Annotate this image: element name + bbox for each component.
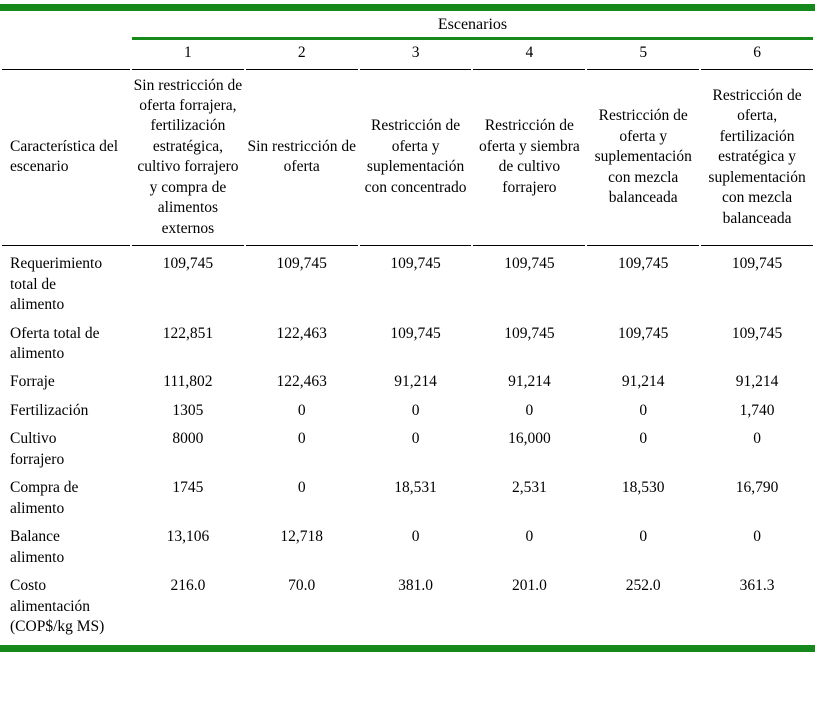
value-cell: 111,802 [163,373,213,391]
value-cell: 252.0 [625,577,661,595]
value-cell: 91,214 [508,373,551,391]
value-cell: 1305 [172,401,204,419]
value-cell: 109,745 [504,324,555,342]
scenario-number-4: 4 [473,40,586,70]
row-label: Balance alimento [10,528,65,566]
row-label: Compra de alimento [10,479,79,517]
value-cell: 0 [411,430,420,448]
table-row-requerimiento: Requerimiento total de alimento 109,745 … [2,246,813,315]
scenario-number-5: 5 [587,40,700,70]
value-cell: 0 [753,430,761,448]
value-cell: 16,790 [735,479,779,497]
value-cell: 109,745 [276,255,327,273]
value-cell: 122,463 [276,373,327,391]
value-cell: 381.0 [398,577,433,595]
table-row-compra: Compra de alimento 1745 0 18,531 2,531 1… [2,470,813,519]
scenario-description-5: Restricción de oferta y suplementación c… [587,70,700,247]
row-header-label: Característica del escenario [2,70,130,247]
value-cell: 109,745 [731,255,783,273]
value-cell: 122,463 [276,324,327,342]
value-cell: 16,000 [508,430,551,448]
table-row-oferta: Oferta total de alimento 122,851 122,463… [2,316,813,365]
value-cell: 109,745 [618,255,669,273]
value-cell: 216.0 [170,577,206,595]
value-cell: 0 [753,528,761,546]
value-cell: 0 [411,528,420,546]
row-label: Cultivo forrajero [10,430,65,468]
scenario-description-2: Sin restricción de oferta [245,70,358,247]
value-cell: 361.3 [739,577,775,595]
value-cell: 8000 [172,430,204,448]
row-label: Forraje [10,373,55,391]
value-cell: 109,745 [390,324,441,342]
row-label: Costo alimentación (COP$/kg MS) [10,577,105,635]
value-cell: 0 [525,401,534,419]
row-label: Fertilización [10,401,89,419]
value-cell: 18,531 [394,479,437,497]
value-cell: 18,530 [621,479,665,497]
row-label: Oferta total de alimento [10,324,100,362]
table-row-costo: Costo alimentación (COP$/kg MS) 216.0 70… [2,568,813,645]
scenario-number-6: 6 [701,40,813,70]
top-rule [0,4,815,11]
value-cell: 13,106 [166,528,210,546]
scenario-number-2: 2 [245,40,358,70]
row-label: Requerimiento total de alimento [10,255,103,314]
scenario-description-4: Restricción de oferta y siembra de culti… [473,70,586,247]
value-cell: 1745 [172,479,204,497]
value-cell: 0 [525,528,534,546]
value-cell: 70.0 [288,577,316,595]
scenario-number-3: 3 [359,40,472,70]
value-cell: 0 [297,430,306,448]
scenario-number-row: 1 2 3 4 5 6 [2,40,813,70]
group-header-row: Escenarios [2,13,813,41]
table-row-fertilizacion: Fertilización 1305 0 0 0 0 1,740 [2,393,813,421]
value-cell: 1,740 [739,401,775,419]
number-row-spacer [2,40,130,70]
table-row-cultivo: Cultivo forrajero 8000 0 0 16,000 0 0 [2,421,813,470]
value-cell: 109,745 [618,324,669,342]
scenarios-table: Escenarios 1 2 3 4 5 6 Característica de… [0,13,815,645]
value-cell: 2,531 [511,479,547,497]
value-cell: 109,745 [731,324,783,342]
value-cell: 0 [297,479,306,497]
bottom-rule [0,645,815,653]
scenario-description-3: Restricción de oferta y suplementación c… [359,70,472,247]
scenario-description-6: Restricción de oferta, fertilización est… [701,70,813,247]
value-cell: 122,851 [162,324,214,342]
scenario-description-1: Sin restricción de oferta forrajera, fer… [132,70,244,247]
value-cell: 12,718 [280,528,324,546]
scenario-description-row: Característica del escenario Sin restric… [2,70,813,247]
value-cell: 91,214 [394,373,437,391]
scenario-number-1: 1 [132,40,244,70]
value-cell: 91,214 [621,373,665,391]
table-row-forraje: Forraje 111,802 122,463 91,214 91,214 91… [2,364,813,392]
value-cell: 0 [297,401,306,419]
value-cell: 91,214 [735,373,779,391]
value-cell: 201.0 [511,577,547,595]
value-cell: 0 [639,401,648,419]
value-cell: 0 [639,528,648,546]
value-cell: 0 [639,430,648,448]
table-row-balance: Balance alimento 13,106 12,718 0 0 0 0 [2,519,813,568]
value-cell: 109,745 [504,255,555,273]
value-cell: 109,745 [390,255,441,273]
value-cell: 0 [411,401,420,419]
group-header-spacer [2,13,130,40]
group-header: Escenarios [132,13,813,41]
value-cell: 109,745 [162,255,214,273]
